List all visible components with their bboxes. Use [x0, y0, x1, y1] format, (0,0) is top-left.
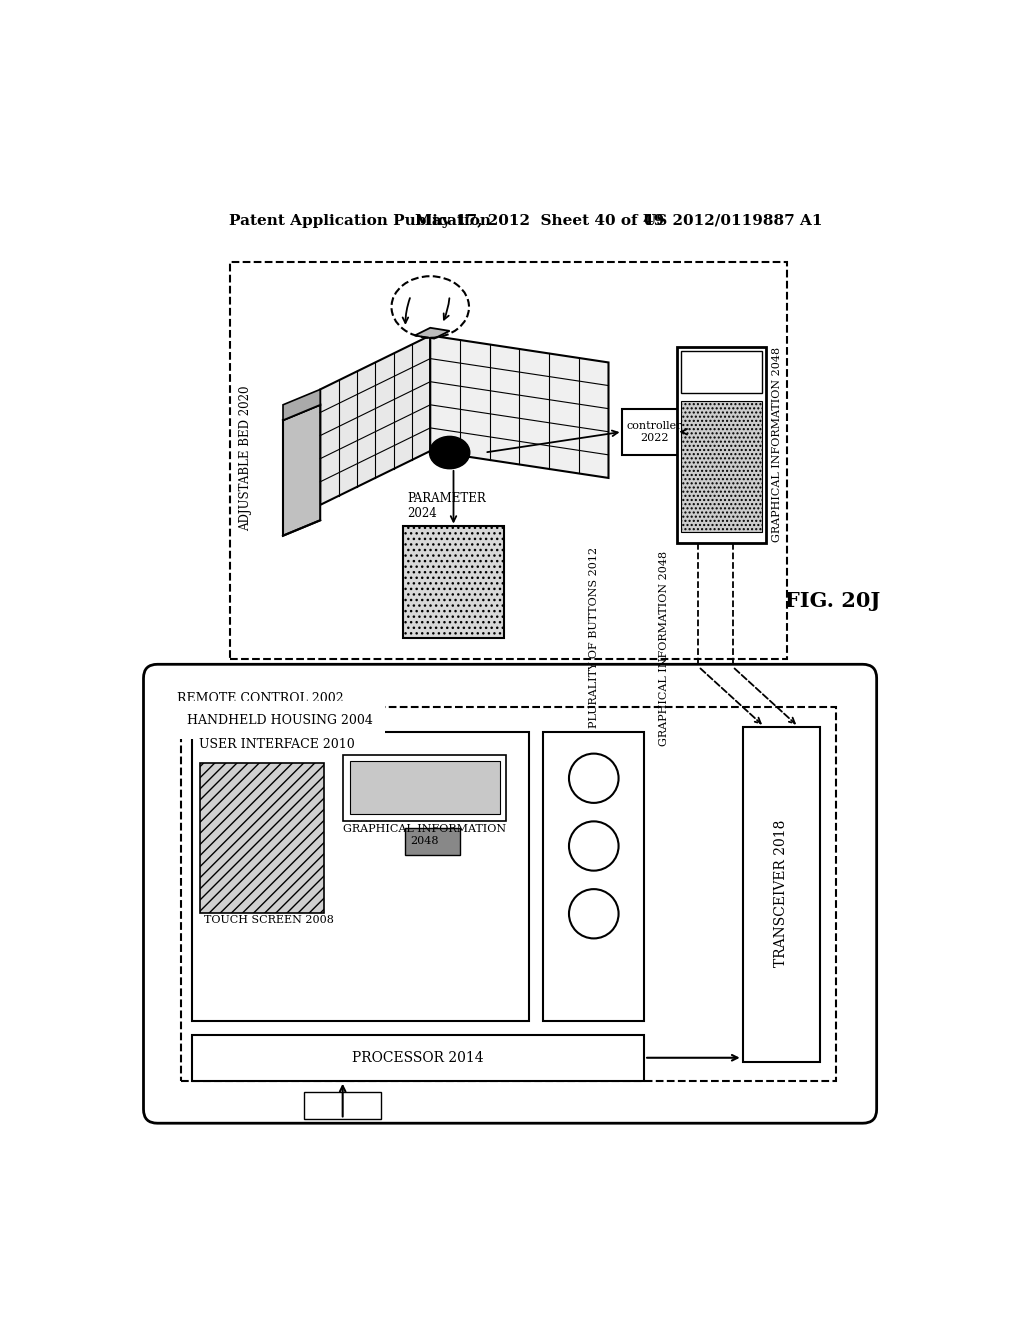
Text: FIG. 20J: FIG. 20J — [785, 591, 881, 611]
Bar — [304, 1093, 381, 1119]
Text: Patent Application Publication: Patent Application Publication — [228, 214, 490, 228]
Polygon shape — [430, 335, 608, 478]
Text: HANDHELD HOUSING 2004: HANDHELD HOUSING 2004 — [187, 714, 373, 726]
Bar — [623, 409, 686, 455]
Polygon shape — [321, 335, 430, 506]
Text: US 2012/0119887 A1: US 2012/0119887 A1 — [643, 214, 823, 228]
Bar — [681, 351, 762, 393]
Text: TOUCH SCREEN 2008: TOUCH SCREEN 2008 — [204, 915, 334, 925]
Bar — [677, 347, 766, 544]
Text: GRAPHICAL INFORMATION
2048: GRAPHICAL INFORMATION 2048 — [343, 825, 507, 846]
Text: ADJUSTABLE BED 2020: ADJUSTABLE BED 2020 — [240, 385, 252, 532]
Text: TRANSCEIVER 2018: TRANSCEIVER 2018 — [774, 820, 788, 968]
Bar — [349, 762, 500, 814]
Text: controller
2022: controller 2022 — [627, 421, 682, 442]
Bar — [193, 1035, 644, 1081]
Text: GRAPHICAL INFORMATION 2048: GRAPHICAL INFORMATION 2048 — [659, 552, 669, 746]
Bar — [180, 708, 836, 1081]
Polygon shape — [283, 405, 321, 536]
Circle shape — [569, 821, 618, 871]
Text: USER INTERFACE 2010: USER INTERFACE 2010 — [199, 738, 354, 751]
FancyBboxPatch shape — [143, 664, 877, 1123]
Circle shape — [569, 754, 618, 803]
Bar — [200, 763, 324, 913]
Text: PROCESSOR 2014: PROCESSOR 2014 — [352, 1051, 483, 1065]
Text: PLURALITY OF BUTTONS 2012: PLURALITY OF BUTTONS 2012 — [589, 546, 599, 729]
Bar — [193, 733, 529, 1020]
Polygon shape — [283, 389, 321, 420]
Polygon shape — [415, 327, 450, 339]
Bar — [230, 263, 786, 659]
Bar — [343, 755, 506, 821]
Bar — [681, 401, 762, 532]
Ellipse shape — [429, 437, 470, 469]
Bar — [403, 527, 504, 638]
Circle shape — [569, 890, 618, 939]
Text: PARAMETER
2024: PARAMETER 2024 — [407, 492, 485, 520]
Bar — [742, 726, 820, 1061]
Text: REMOTE CONTROL 2002: REMOTE CONTROL 2002 — [177, 692, 343, 705]
Text: May 17, 2012  Sheet 40 of 49: May 17, 2012 Sheet 40 of 49 — [415, 214, 664, 228]
Bar — [406, 829, 460, 855]
Bar — [544, 733, 644, 1020]
Text: GRAPHICAL INFORMATION 2048: GRAPHICAL INFORMATION 2048 — [772, 347, 782, 543]
